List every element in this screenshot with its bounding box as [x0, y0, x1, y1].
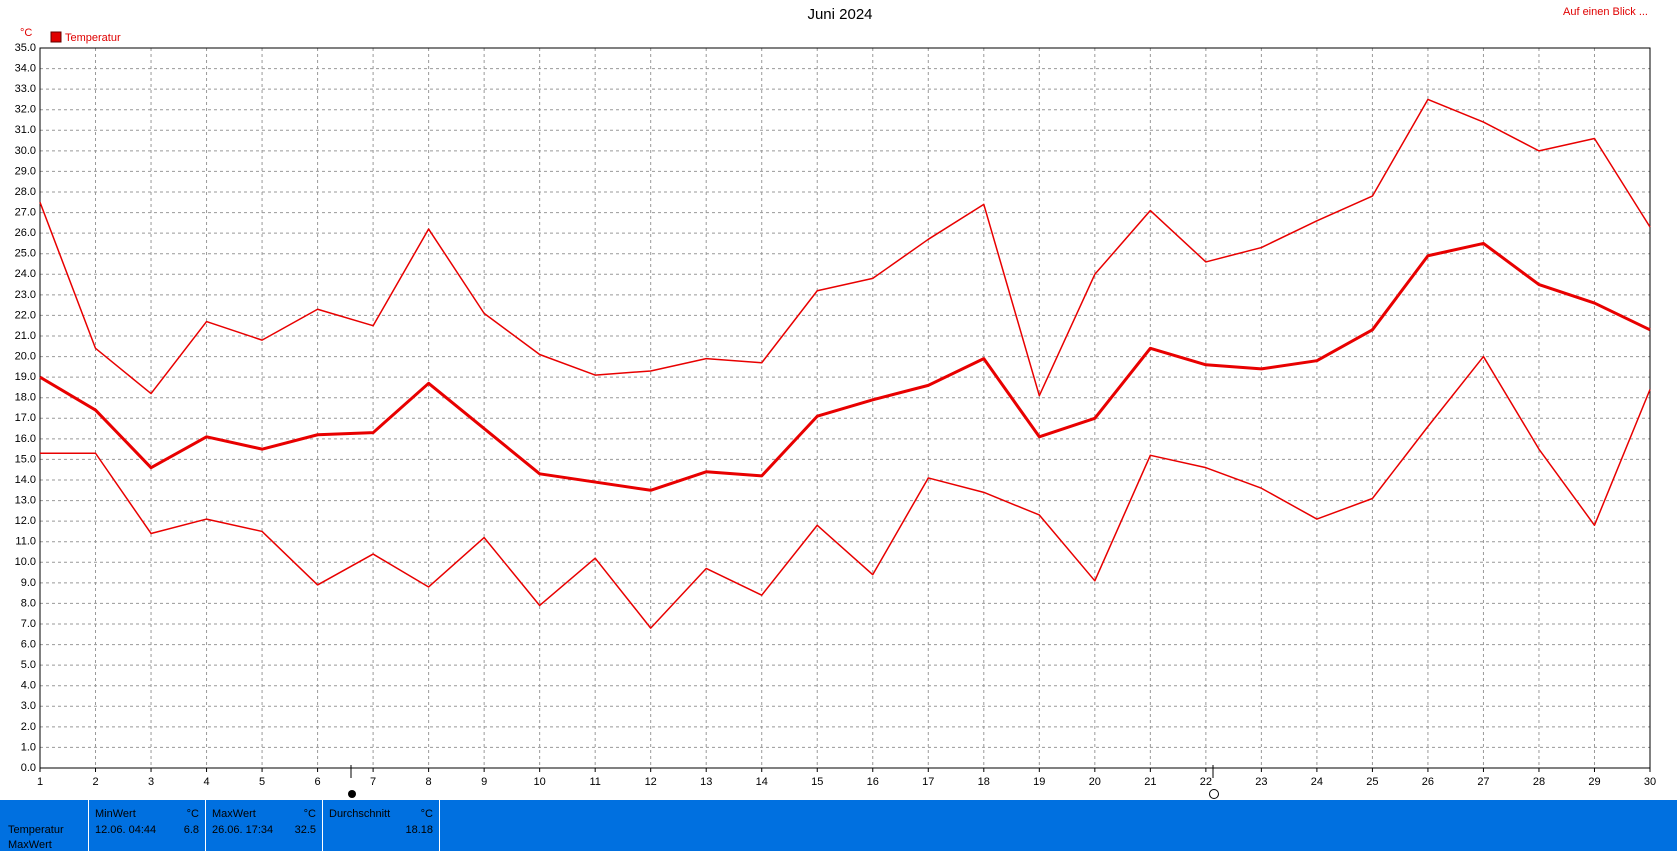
y-tick-label: 35.0: [15, 42, 36, 54]
x-tick-label: 1: [37, 776, 43, 788]
y-tick-label: 31.0: [15, 124, 36, 136]
y-tick-label: 27.0: [15, 206, 36, 218]
row-label: Temperatur: [8, 824, 64, 836]
stat-value: 32.5: [294, 824, 316, 836]
moon-icon: [1209, 789, 1219, 799]
y-tick-label: 7.0: [21, 618, 36, 630]
y-tick-label: 34.0: [15, 62, 36, 74]
x-tick-label: 12: [645, 776, 657, 788]
moon-icon: [348, 790, 356, 798]
x-tick-label: 4: [203, 776, 209, 788]
stat-value: 6.8: [183, 824, 199, 836]
x-tick-label: 30: [1644, 776, 1656, 788]
y-tick-label: 18.0: [15, 392, 36, 404]
stat-header: MaxWert: [212, 808, 256, 820]
stat-value: 18.18: [405, 824, 433, 836]
x-tick-label: 16: [867, 776, 879, 788]
x-tick-label: 17: [922, 776, 934, 788]
x-tick-label: 19: [1033, 776, 1045, 788]
x-tick-label: 25: [1366, 776, 1378, 788]
stat-time: 12.06. 04:44: [95, 824, 157, 836]
y-tick-label: 17.0: [15, 412, 36, 424]
series-line: [40, 355, 1651, 629]
stat-cell: Durchschnitt °C 18.18: [322, 800, 440, 851]
y-tick-label: 21.0: [15, 330, 36, 342]
x-tick-label: 14: [756, 776, 768, 788]
series-line: [39, 98, 1651, 397]
y-axis-unit: °C: [20, 27, 32, 39]
y-tick-label: 19.0: [15, 371, 36, 383]
x-tick-label: 18: [978, 776, 990, 788]
x-tick-label: 24: [1311, 776, 1323, 788]
x-tick-label: 29: [1588, 776, 1600, 788]
x-tick-label: 22: [1200, 776, 1212, 788]
stat-header: Durchschnitt: [329, 808, 391, 820]
x-tick-label: 3: [148, 776, 154, 788]
x-tick-label: 23: [1255, 776, 1267, 788]
y-tick-label: 3.0: [21, 700, 36, 712]
chart-title: Juni 2024: [807, 6, 872, 23]
y-tick-label: 8.0: [21, 597, 36, 609]
stat-header: MinWert: [95, 808, 136, 820]
chart: Juni 2024 °C Auf einen Blick ... Tempera…: [15, 6, 1656, 799]
y-tick-label: 33.0: [15, 83, 36, 95]
stat-unit: °C: [420, 808, 433, 820]
x-tick-label: 2: [92, 776, 98, 788]
y-tick-label: 12.0: [15, 515, 36, 527]
y-tick-label: 22.0: [15, 309, 36, 321]
stats-panel: Temperatur MaxWert MinWert °C 12.06. 04:…: [0, 800, 1677, 851]
x-tick-label: 13: [700, 776, 712, 788]
link[interactable]: Auf einen Blick ...: [1563, 6, 1648, 18]
x-tick-label: 6: [315, 776, 321, 788]
y-tick-label: 26.0: [15, 227, 36, 239]
y-tick-label: 24.0: [15, 268, 36, 280]
y-tick-label: 25.0: [15, 248, 36, 260]
legend-swatch: [50, 31, 62, 43]
y-tick-label: 9.0: [21, 577, 36, 589]
stat-cell: MaxWert °C 26.06. 17:34 32.5: [205, 800, 322, 851]
y-tick-label: 11.0: [15, 536, 36, 548]
plot-frame: [39, 47, 1651, 769]
series-line: [39, 241, 1651, 492]
row-label: MaxWert: [8, 839, 52, 851]
y-tick-label: 16.0: [15, 433, 36, 445]
stat-unit: °C: [186, 808, 199, 820]
y-tick-label: 4.0: [21, 680, 36, 692]
y-tick-label: 6.0: [21, 638, 36, 650]
x-tick-label: 5: [259, 776, 265, 788]
x-tick-label: 9: [481, 776, 487, 788]
stat-time: 26.06. 17:34: [212, 824, 274, 836]
y-tick-label: 20.0: [15, 350, 36, 362]
x-tick-label: 10: [534, 776, 546, 788]
x-tick-label: 20: [1089, 776, 1101, 788]
y-tick-label: 15.0: [15, 453, 36, 465]
x-tick-label: 28: [1533, 776, 1545, 788]
x-tick-label: 26: [1422, 776, 1434, 788]
x-tick-label: 8: [426, 776, 432, 788]
y-tick-label: 13.0: [15, 494, 36, 506]
y-tick-label: 29.0: [15, 165, 36, 177]
x-tick-label: 15: [811, 776, 823, 788]
y-tick-label: 32.0: [15, 104, 36, 116]
stat-cell: MinWert °C 12.06. 04:44 6.8: [88, 800, 205, 851]
x-tick-label: 11: [589, 776, 600, 788]
y-tick-label: 5.0: [21, 659, 36, 671]
y-tick-label: 14.0: [15, 474, 36, 486]
stat-unit: °C: [303, 808, 316, 820]
y-tick-label: 0.0: [21, 762, 36, 774]
y-tick-label: 23.0: [15, 289, 36, 301]
x-tick-label: 21: [1144, 776, 1156, 788]
x-tick-label: 27: [1477, 776, 1489, 788]
y-tick-label: 30.0: [15, 145, 36, 157]
y-tick-label: 28.0: [15, 186, 36, 198]
y-tick-label: 2.0: [21, 721, 36, 733]
y-tick-label: 1.0: [21, 741, 36, 753]
legend-label: Temperatur: [65, 32, 121, 44]
x-tick-label: 7: [370, 776, 376, 788]
y-tick-label: 10.0: [15, 556, 36, 568]
